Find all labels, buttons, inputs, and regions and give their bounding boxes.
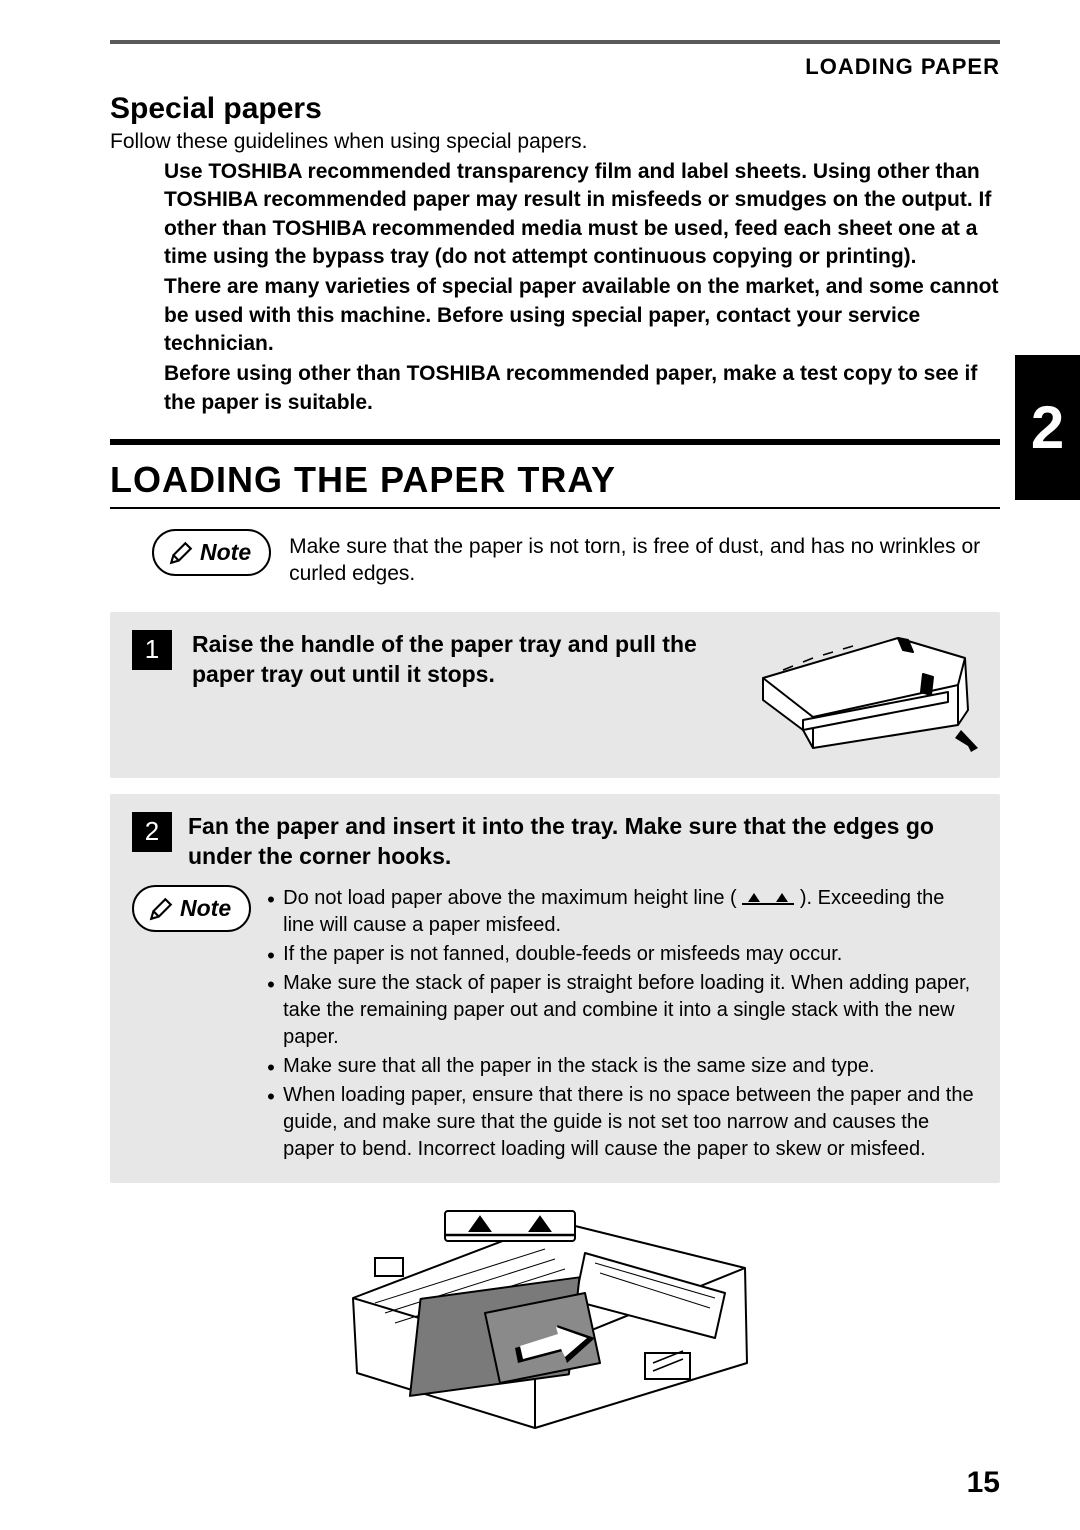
top-divider [110,40,1000,44]
step-1-block: 1 Raise the handle of the paper tray and… [110,612,1000,778]
note-badge: Note [152,529,271,576]
guideline-para-2: There are many varieties of special pape… [164,273,1000,358]
note-label: Note [200,539,251,566]
note-1-text: Make sure that the paper is not torn, is… [289,529,1000,588]
step-1-number: 1 [132,630,172,670]
step-2-block: 2 Fan the paper and insert it into the t… [110,794,1000,1184]
bullet-1: Do not load paper above the maximum heig… [267,885,978,939]
step-2-title: Fan the paper and insert it into the tra… [188,812,978,872]
note-badge-2: Note [132,885,251,932]
step-2-number: 2 [132,812,172,852]
special-intro: Follow these guidelines when using speci… [110,130,1000,154]
thick-divider [110,439,1000,445]
fan-paper-illustration-wrap [110,1203,1000,1438]
special-guidelines: Use TOSHIBA recommended transparency fil… [110,158,1000,417]
fan-paper-illustration [345,1203,765,1433]
step-1-title: Raise the handle of the paper tray and p… [192,630,733,690]
note-1-row: Note Make sure that the paper is not tor… [110,529,1000,588]
bullet-3: Make sure the stack of paper is straight… [267,970,978,1051]
loading-paper-tray-heading: LOADING THE PAPER TRAY [110,459,1000,509]
header-section-label: LOADING PAPER [110,54,1000,80]
pull-arrow-icon [955,730,978,752]
guideline-para-1: Use TOSHIBA recommended transparency fil… [164,158,1000,271]
chapter-tab: 2 [1015,355,1080,500]
guideline-para-3: Before using other than TOSHIBA recommen… [164,360,1000,417]
special-papers-heading: Special papers [110,92,1000,126]
bullet-4: Make sure that all the paper in the stac… [267,1053,978,1080]
step-2-bullets: Do not load paper above the maximum heig… [267,885,978,1165]
pencil-icon [148,896,174,922]
page-number: 15 [110,1466,1000,1500]
paper-tray-illustration [753,630,978,760]
bullet-2: If the paper is not fanned, double-feeds… [267,941,978,968]
note-label-2: Note [180,895,231,922]
max-height-line-icon [742,891,794,907]
bullet-5: When loading paper, ensure that there is… [267,1082,978,1163]
pencil-icon [168,540,194,566]
